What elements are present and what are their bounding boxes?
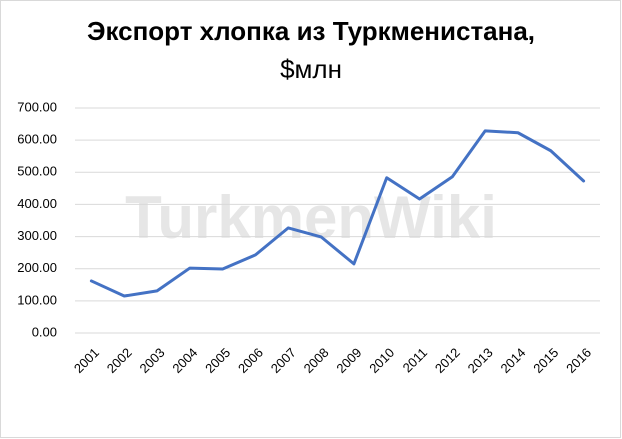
data-line <box>89 129 586 298</box>
y-tick-label: 600.00 <box>17 132 57 147</box>
y-tick-label: 100.00 <box>17 292 57 307</box>
y-tick-label: 400.00 <box>17 196 57 211</box>
y-tick-label: 500.00 <box>17 164 57 179</box>
y-tick-label: 200.00 <box>17 260 57 275</box>
watermark: TurkmenWiki <box>125 184 497 251</box>
y-tick-label: 700.00 <box>17 99 57 114</box>
y-tick-label: 300.00 <box>17 228 57 243</box>
chart-subtitle: $млн <box>280 54 342 84</box>
y-tick-label: 0.00 <box>32 324 57 339</box>
chart-title: Экспорт хлопка из Туркменистана, <box>87 16 535 46</box>
